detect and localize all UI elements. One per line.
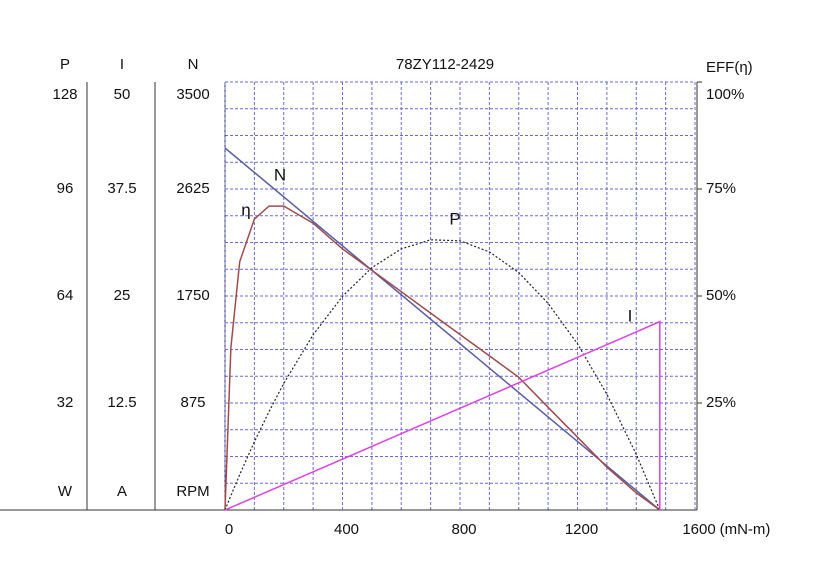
series-line — [224, 320, 661, 511]
x-axis-label: (mN-m) — [720, 521, 771, 538]
series-label: η — [241, 200, 250, 219]
x-tick-label: 0 — [225, 521, 233, 538]
y-tick-label: 75% — [706, 180, 736, 197]
y-tick-label: 875 — [180, 394, 205, 411]
series-label: I — [628, 306, 633, 325]
x-tick-label: 1600 — [682, 521, 715, 538]
y-tick-label: 25 — [114, 287, 131, 304]
y-tick-label: 32 — [57, 394, 74, 411]
y-axis-title: N — [188, 56, 199, 73]
series-line — [224, 239, 661, 511]
x-tick-label: 400 — [334, 521, 359, 538]
y-axis-unit: A — [117, 483, 127, 500]
y-tick-label: 50 — [114, 86, 131, 103]
chart-title: 78ZY112-2429 — [396, 56, 494, 73]
y-tick-label: 50% — [706, 287, 736, 304]
y-axis-unit: W — [58, 483, 73, 500]
y-tick-label: 37.5 — [107, 180, 136, 197]
y-tick-label: 100% — [706, 86, 744, 103]
y-tick-label: 12.5 — [107, 394, 136, 411]
y-tick-label: 128 — [52, 86, 77, 103]
y-tick-label: 96 — [57, 180, 74, 197]
y-tick-label: 25% — [706, 394, 736, 411]
y-tick-label: 1750 — [176, 287, 209, 304]
y-tick-label: 3500 — [176, 86, 209, 103]
y-axis-title: P — [60, 56, 70, 73]
y-axis-title: I — [120, 56, 124, 73]
series-line — [224, 147, 661, 511]
series-label: P — [449, 209, 460, 228]
series-line — [224, 205, 661, 511]
x-tick-label: 800 — [451, 521, 476, 538]
y-axis-title: EFF(η) — [706, 59, 753, 76]
y-tick-label: 2625 — [176, 180, 209, 197]
series-label: N — [274, 165, 286, 184]
x-tick-label: 1200 — [565, 521, 598, 538]
y-axis-unit: RPM — [176, 483, 209, 500]
y-tick-label: 64 — [57, 287, 74, 304]
